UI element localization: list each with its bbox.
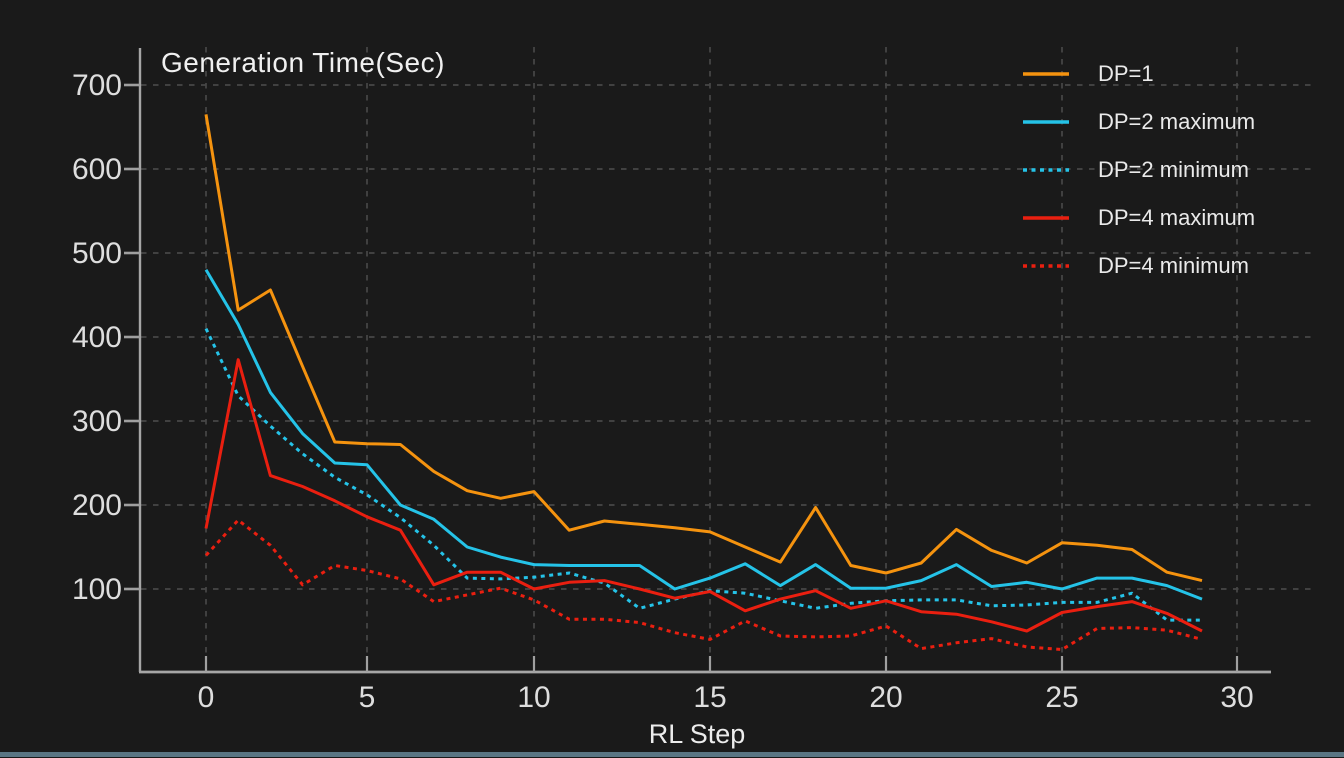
y-tick-label-200: 200 [72, 489, 122, 522]
legend-line-sample [1023, 120, 1069, 124]
legend-label: DP=4 minimum [1098, 253, 1249, 278]
series-line-dp-4-maximum [204, 358, 1203, 633]
bottom-edge-strip [0, 752, 1344, 757]
legend-label: DP=2 maximum [1098, 109, 1256, 134]
x-tick-label-0: 0 [198, 681, 215, 714]
x-tick-label-10: 10 [517, 681, 550, 714]
x-axis-label: RL Step [0, 719, 1344, 750]
legend-item-dp-2-minimum[interactable]: DP=2 minimum [1022, 146, 1255, 194]
series-line-dp-2-minimum [204, 327, 1202, 622]
series-line-dp-2-maximum [204, 269, 1203, 601]
legend-line-sample [1023, 264, 1069, 268]
legend-label: DP=2 minimum [1098, 157, 1249, 182]
x-tick-label-25: 25 [1045, 681, 1078, 714]
legend-item-dp-2-maximum[interactable]: DP=2 maximum [1022, 98, 1255, 146]
x-tick-label-30: 30 [1220, 681, 1253, 714]
x-tick-label-15: 15 [693, 681, 726, 714]
y-tick-label-400: 400 [72, 321, 122, 354]
y-tick-label-600: 600 [72, 153, 122, 186]
legend-line-sample [1023, 216, 1069, 220]
y-tick-label-300: 300 [72, 405, 122, 438]
x-axis-label-text: RL Step [648, 719, 746, 749]
series-line-dp-4-minimum [204, 518, 1203, 651]
y-tick-label-500: 500 [72, 237, 122, 270]
legend-line-sample [1023, 168, 1069, 172]
legend-item-dp-4-maximum[interactable]: DP=4 maximum [1022, 194, 1255, 242]
legend-label: DP=1 [1098, 61, 1154, 86]
legend: DP=1 DP=2 maximum DP=2 minimum DP=4 maximum… [1022, 50, 1255, 290]
series-line-dp-1 [204, 114, 1203, 583]
legend-label: DP=4 maximum [1098, 205, 1256, 230]
y-tick-label-100: 100 [72, 573, 122, 606]
legend-line-sample [1023, 72, 1069, 76]
legend-item-dp-4-minimum[interactable]: DP=4 minimum [1022, 242, 1255, 290]
chart-title: Generation Time(Sec) [161, 47, 445, 78]
legend-item-dp-1[interactable]: DP=1 [1022, 50, 1255, 98]
y-tick-label-700: 700 [72, 69, 122, 102]
x-tick-label-5: 5 [359, 681, 376, 714]
x-tick-label-20: 20 [869, 681, 902, 714]
